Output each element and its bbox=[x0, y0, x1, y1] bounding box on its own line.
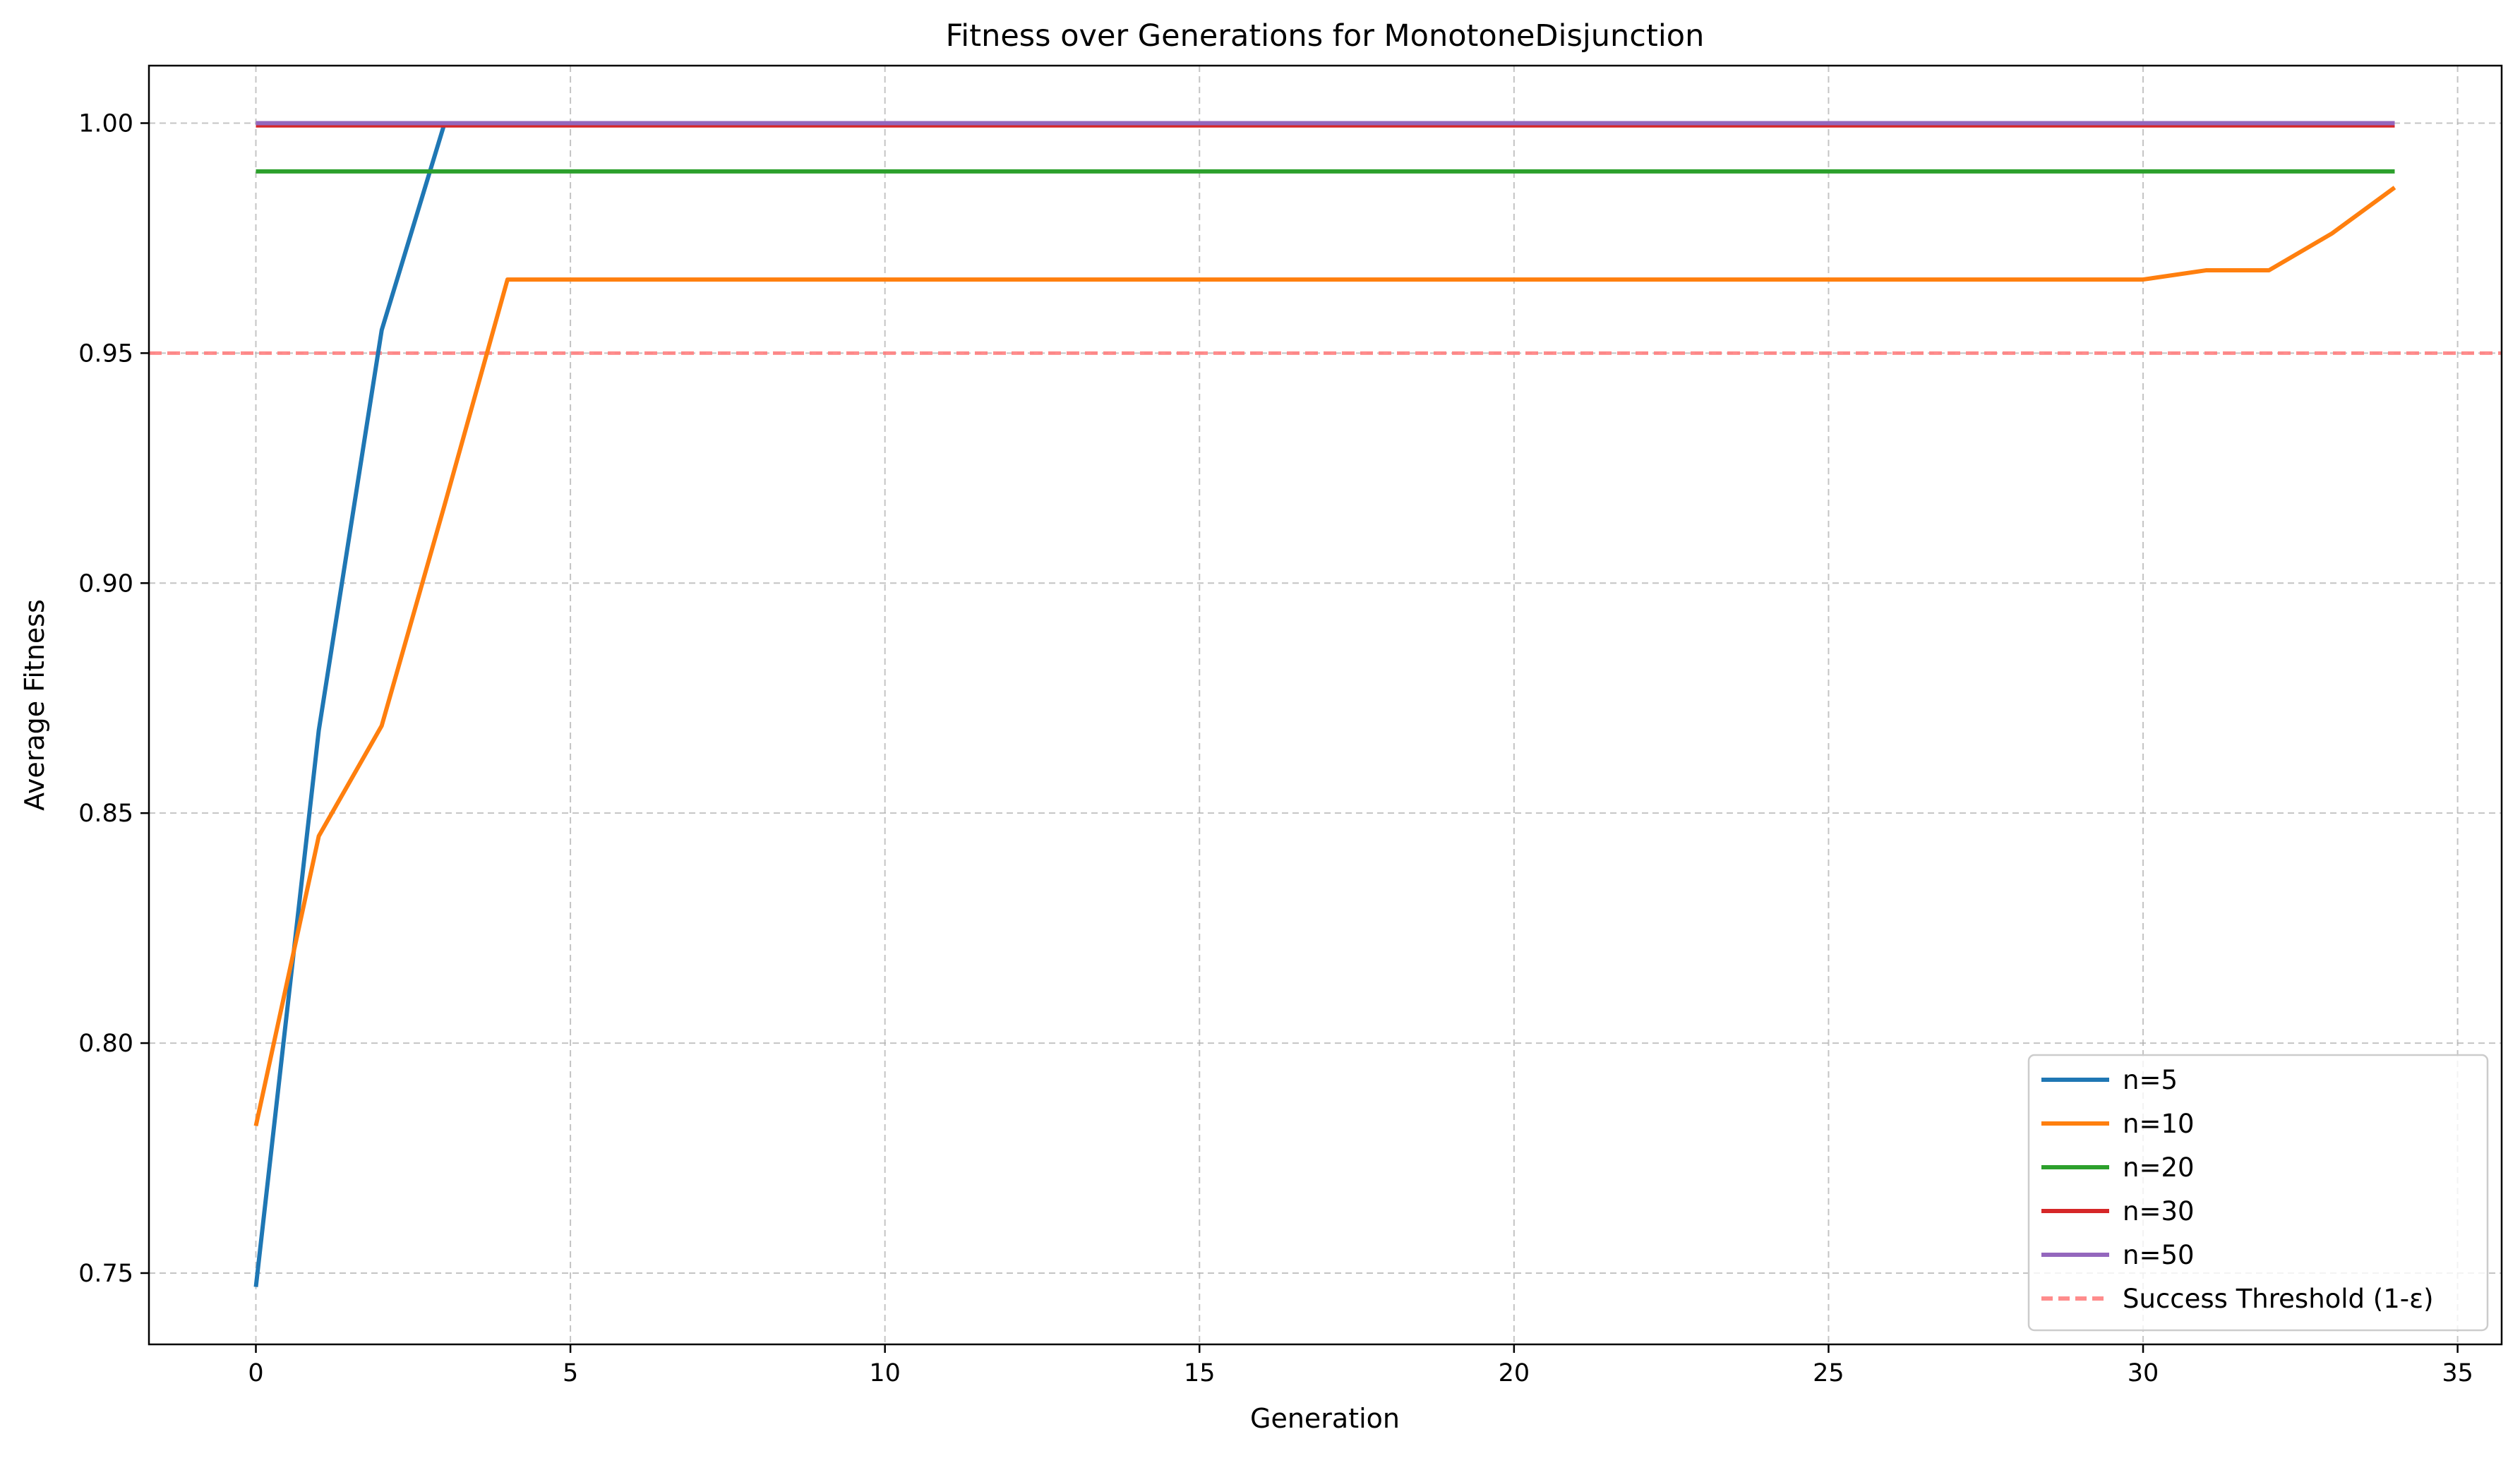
legend-label: Success Threshold (1-ε) bbox=[2123, 1284, 2434, 1314]
series-line-n-10 bbox=[253, 186, 2396, 1127]
x-tick-label: 10 bbox=[869, 1359, 901, 1387]
legend-label: n=20 bbox=[2123, 1152, 2195, 1183]
legend-label: n=30 bbox=[2123, 1196, 2195, 1227]
y-tick-label: 0.95 bbox=[78, 339, 133, 368]
chart-title: Fitness over Generations for MonotoneDis… bbox=[946, 18, 1705, 54]
x-tick-label: 30 bbox=[2128, 1359, 2159, 1387]
plot-frame bbox=[148, 64, 2503, 1346]
y-tick-label: 0.90 bbox=[78, 570, 133, 598]
y-axis-label: Average Fitness bbox=[19, 599, 50, 811]
legend: n=5 n=10 n=20 n=30 n=50 Success Threshold (1-… bbox=[2027, 1054, 2489, 1332]
x-axis-ticks: 0 5 10 15 20 25 30 35 bbox=[248, 1344, 2473, 1387]
x-tick-label: 25 bbox=[1813, 1359, 1844, 1387]
x-tick-label: 5 bbox=[563, 1359, 578, 1387]
x-tick-label: 15 bbox=[1184, 1359, 1216, 1387]
legend-label: n=5 bbox=[2123, 1065, 2178, 1095]
legend-entries: n=5 n=10 n=20 n=30 n=50 Success Threshold (1-… bbox=[2041, 1065, 2434, 1314]
y-tick-label: 0.80 bbox=[78, 1030, 133, 1058]
x-tick-label: 35 bbox=[2442, 1359, 2473, 1387]
series-lines bbox=[253, 121, 2396, 1287]
x-axis-label: Generation bbox=[1250, 1403, 1400, 1434]
x-tick-label: 0 bbox=[248, 1359, 263, 1387]
x-tick-label: 20 bbox=[1499, 1359, 1530, 1387]
y-tick-label: 1.00 bbox=[78, 109, 133, 138]
y-tick-label: 0.75 bbox=[78, 1260, 133, 1288]
y-tick-label: 0.85 bbox=[78, 800, 133, 828]
legend-box bbox=[2027, 1054, 2489, 1332]
legend-label: n=10 bbox=[2123, 1109, 2195, 1139]
y-axis-ticks: 0.75 0.80 0.85 0.90 0.95 1.00 bbox=[78, 109, 149, 1288]
legend-label: n=50 bbox=[2123, 1240, 2195, 1270]
